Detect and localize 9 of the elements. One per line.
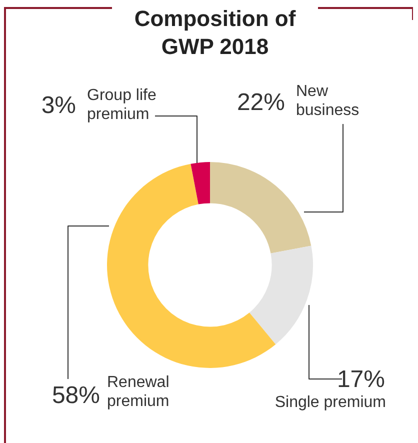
data-label: 17% xyxy=(336,366,385,393)
slice-label: New business xyxy=(296,83,360,119)
data-label: 58% xyxy=(52,382,100,409)
data-label: 22% xyxy=(236,89,285,116)
data-label: 3% xyxy=(41,92,76,119)
chart-title: Composition of GWP 2018 xyxy=(133,5,297,61)
slice-label: Single premium xyxy=(274,394,386,411)
slice-label: Renewal premium xyxy=(107,374,170,410)
slice-label: Group life premium xyxy=(87,87,156,123)
